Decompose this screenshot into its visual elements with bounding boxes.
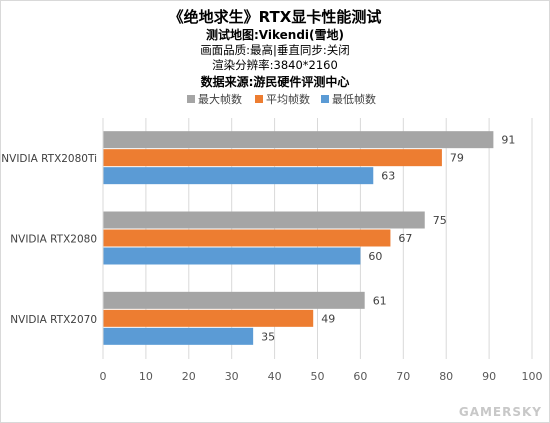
bar-3-1 [103, 291, 365, 309]
subtitle-test-map: 测试地图:Vikendi(雪地) [205, 28, 344, 42]
data-label-1-2: 79 [450, 152, 464, 165]
bar-3-2 [103, 309, 314, 327]
data-label-3-2: 49 [321, 312, 335, 325]
x-tick-label-70: 70 [396, 370, 410, 383]
x-tick-label-30: 30 [225, 370, 239, 383]
x-tick-label-20: 20 [182, 370, 196, 383]
category-label-1: NVIDIA RTX2080Ti [1, 153, 97, 165]
bar-2-3 [103, 247, 361, 265]
x-tick-label-10: 10 [139, 370, 153, 383]
subtitle-quality: 画面品质:最高|垂直同步:关闭 [200, 43, 350, 57]
bar-1-2 [103, 149, 442, 167]
legend-swatch-2 [255, 95, 263, 103]
x-tick-label-40: 40 [268, 370, 282, 383]
data-label-2-2: 67 [398, 232, 412, 245]
x-tick-label-80: 80 [439, 370, 453, 383]
category-label-2: NVIDIA RTX2080 [10, 234, 97, 246]
data-label-2-1: 75 [433, 214, 447, 227]
x-tick-label-100: 100 [522, 370, 543, 383]
bar-3-3 [103, 327, 254, 345]
data-label-2-3: 60 [368, 250, 382, 263]
legend-label-2: 平均帧数 [266, 92, 310, 106]
bar-2-1 [103, 211, 425, 229]
category-label-3: NVIDIA RTX2070 [10, 314, 97, 326]
data-label-3-3: 35 [261, 330, 275, 343]
data-label-3-1: 61 [373, 294, 387, 307]
legend-label-1: 最大帧数 [198, 92, 242, 106]
x-tick-label-0: 0 [100, 370, 107, 383]
bar-1-3 [103, 167, 374, 185]
watermark: GAMERSKY [458, 405, 542, 419]
subtitle-resolution: 渲染分辨率:3840*2160 [212, 58, 338, 72]
subtitle-data-source: 数据来源:游民硬件评测中心 [200, 75, 350, 89]
bar-1-1 [103, 131, 494, 149]
legend-swatch-1 [187, 95, 195, 103]
data-label-1-1: 91 [501, 134, 515, 147]
chart-title: 《绝地求生》RTX显卡性能测试 [168, 8, 382, 26]
data-label-1-3: 63 [381, 170, 395, 183]
x-tick-label-60: 60 [353, 370, 367, 383]
legend-swatch-3 [321, 95, 329, 103]
x-tick-label-50: 50 [311, 370, 325, 383]
x-tick-label-90: 90 [482, 370, 496, 383]
legend-label-3: 最低帧数 [332, 92, 376, 106]
bar-2-2 [103, 229, 391, 247]
